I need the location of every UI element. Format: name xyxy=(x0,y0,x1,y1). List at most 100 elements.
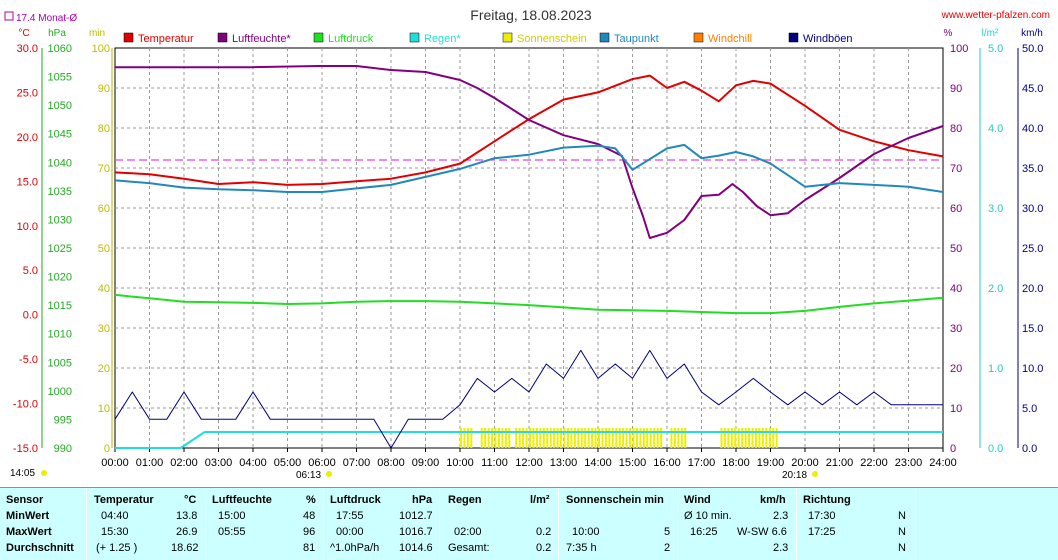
pressure-tick: 990 xyxy=(54,443,72,455)
sunshine-bar xyxy=(480,428,483,448)
legend-label: Temperatur xyxy=(138,33,194,45)
sunshine-bar xyxy=(677,428,680,448)
sunshine-bar xyxy=(734,428,737,448)
legend-label: Luftdruck xyxy=(328,33,374,45)
sunrise-icon xyxy=(326,471,332,477)
x-tick-label: 11:00 xyxy=(481,457,508,469)
dir-min-value: N xyxy=(898,510,906,522)
sunshine-bar xyxy=(504,428,507,448)
header-wind-unit: km/h xyxy=(760,494,786,506)
header-sunshine: Sonnenschein min xyxy=(566,494,664,506)
sunshine-tick: 60 xyxy=(98,203,110,215)
legend-swatch xyxy=(313,32,324,43)
temp-tick: -5.0 xyxy=(19,354,38,366)
sunrise-label: 06:13 xyxy=(296,470,321,481)
sunshine-bar xyxy=(761,428,764,448)
sunshine-bar xyxy=(560,428,563,448)
sunshine-column: Sonnenschein min 10:00 5 7:35 h 2 xyxy=(559,488,678,560)
stats-table: Sensor MinWert MaxWert Durchschnitt Temp… xyxy=(0,487,1058,560)
sunshine-bar xyxy=(566,428,569,448)
wind-tick: 5.0 xyxy=(1022,403,1037,415)
wind-tick: 45.0 xyxy=(1022,83,1043,95)
legend-label: Sonnenschein xyxy=(517,33,587,45)
rain-max-time: 02:00 xyxy=(454,526,482,538)
wind-column: Wind km/h Ø 10 min. 2.3 16:25 W-SW 6.6 2… xyxy=(678,488,797,560)
pressure-tick: 1030 xyxy=(48,214,72,226)
sunshine-bar xyxy=(622,428,625,448)
sunshine-bar xyxy=(470,428,473,448)
hum-avg-value: 81 xyxy=(303,542,316,554)
pressure-tick: 1040 xyxy=(48,157,72,169)
sunshine-bar xyxy=(484,428,487,448)
temp-min-value: 13.8 xyxy=(176,510,198,522)
x-tick-label: 06:00 xyxy=(308,457,336,469)
rain-tick: 2.0 xyxy=(988,283,1003,295)
sun-avg-value: 2 xyxy=(664,542,671,554)
pressure-tick: 1050 xyxy=(48,100,72,112)
sunshine-bar xyxy=(501,428,504,448)
temp-min-time: 04:40 xyxy=(101,510,129,522)
sunshine-bar xyxy=(522,428,525,448)
sunshine-bar xyxy=(549,428,552,448)
sunshine-bar xyxy=(518,428,521,448)
sunshine-tick: 100 xyxy=(92,43,110,55)
x-tick-label: 14:00 xyxy=(584,457,612,469)
hum-max-value: 96 xyxy=(303,526,316,538)
sunshine-bar xyxy=(751,428,754,448)
start-time-label: 14:05 xyxy=(10,468,35,479)
header-humidity: Luftfeuchte xyxy=(212,494,272,506)
header-direction: Richtung xyxy=(803,494,851,506)
wind-tick: 30.0 xyxy=(1022,203,1043,215)
unit-temp: °C xyxy=(18,28,29,39)
pressure-tick: 995 xyxy=(54,414,72,426)
temp-tick: 20.0 xyxy=(17,132,38,144)
series-windböen xyxy=(114,349,943,449)
sunshine-bar xyxy=(463,428,466,448)
row-label-avg: Durchschnitt xyxy=(6,542,74,554)
sunshine-bar xyxy=(656,428,659,448)
x-tick-label: 21:00 xyxy=(826,457,854,469)
rain-tick: 4.0 xyxy=(988,123,1003,135)
sunshine-bar xyxy=(758,428,761,448)
legend-swatch xyxy=(217,32,228,43)
hum-min-value: 48 xyxy=(303,510,316,522)
pressure-tick: 1010 xyxy=(48,329,72,341)
sunshine-tick: 50 xyxy=(98,243,110,255)
sunshine-bar xyxy=(642,428,645,448)
start-sun-icon xyxy=(41,470,47,476)
sunshine-bar xyxy=(741,428,744,448)
sunshine-bar xyxy=(497,428,500,448)
temp-tick: 10.0 xyxy=(17,221,38,233)
press-min-value: 1012.7 xyxy=(399,510,433,522)
wind-max-time: 16:25 xyxy=(690,526,718,538)
x-tick-label: 15:00 xyxy=(619,457,647,469)
sunshine-bar xyxy=(730,428,733,448)
chart-title: Freitag, 18.08.2023 xyxy=(470,7,592,23)
chart-grid xyxy=(114,47,944,449)
sunshine-bar xyxy=(684,428,687,448)
header-wind: Wind xyxy=(684,494,711,506)
series-taupunkt xyxy=(114,143,944,193)
wind-max-value: W-SW 6.6 xyxy=(737,526,787,538)
legend-swatch xyxy=(123,32,134,43)
sunshine-bar xyxy=(584,428,587,448)
wind-tick: 20.0 xyxy=(1022,283,1043,295)
humidity-tick: 10 xyxy=(950,403,962,415)
sunshine-bar xyxy=(639,428,642,448)
series-luftdruck xyxy=(114,293,944,315)
sunshine-tick: 70 xyxy=(98,163,110,175)
press-max-value: 1016.7 xyxy=(399,526,433,538)
sunshine-bar xyxy=(535,428,538,448)
sunshine-bar xyxy=(591,428,594,448)
x-tick-label: 09:00 xyxy=(412,457,440,469)
sunshine-bar xyxy=(635,428,638,448)
temp-max-value: 26.9 xyxy=(176,526,198,538)
sunshine-bar xyxy=(542,428,545,448)
unit-humidity: % xyxy=(944,28,953,39)
sunshine-bar xyxy=(727,428,730,448)
weather-chart: 30.0 25.0 20.0 15.0 10.0 5.0 0.0 -5.0 -10.0 -15.0… xyxy=(4,7,1050,481)
x-tick-label: 16:00 xyxy=(653,457,681,469)
humidity-tick: 90 xyxy=(950,83,962,95)
sunshine-bar xyxy=(673,428,676,448)
row-label-min: MinWert xyxy=(6,510,50,522)
